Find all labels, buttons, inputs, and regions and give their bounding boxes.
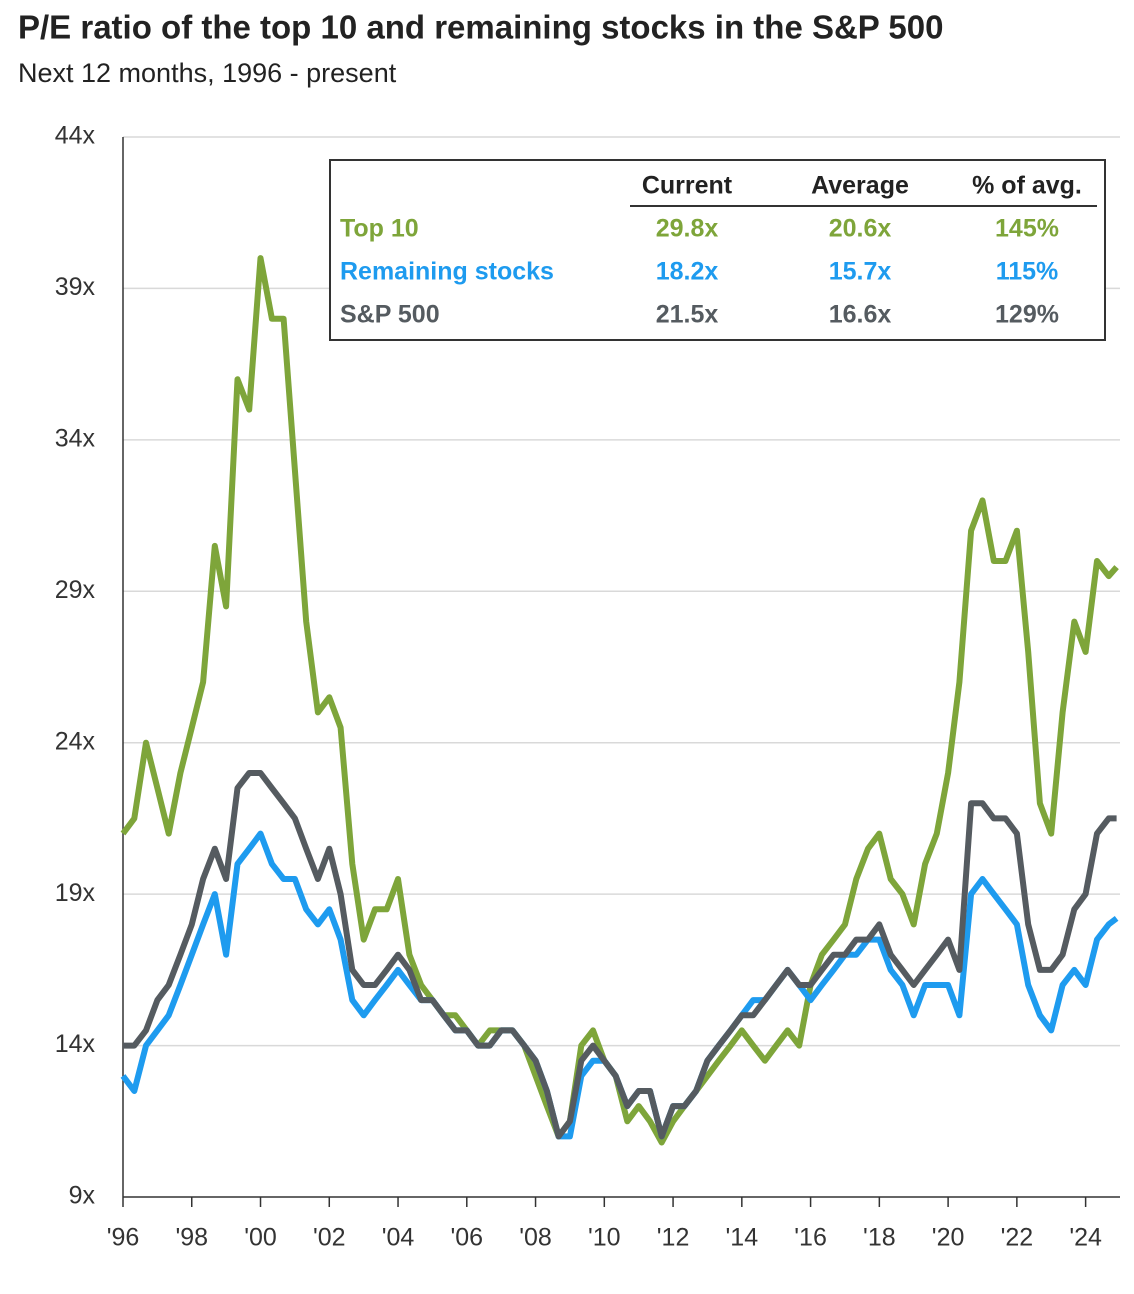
table-cell: 115% <box>996 258 1059 286</box>
table-cell: 21.5x <box>656 301 719 329</box>
x-tick-label: '98 <box>175 1224 208 1252</box>
table-row-label: Top 10 <box>340 215 419 243</box>
table-header: % of avg. <box>972 172 1082 200</box>
x-tick-label: '04 <box>382 1224 415 1252</box>
series-line <box>123 770 1117 1140</box>
table-header: Current <box>642 172 733 200</box>
table-cell: 20.6x <box>829 215 892 243</box>
x-tick-label: '02 <box>313 1224 346 1252</box>
x-tick-label: '20 <box>932 1224 965 1252</box>
x-tick-label: '14 <box>726 1224 759 1252</box>
y-tick-label: 29x <box>55 576 96 604</box>
x-tick-label: '96 <box>107 1224 140 1252</box>
chart-subtitle: Next 12 months, 1996 - present <box>18 58 397 88</box>
x-tick-label: '18 <box>863 1224 896 1252</box>
table-header: Average <box>811 172 909 200</box>
table-cell: 15.7x <box>829 258 892 286</box>
table-box <box>329 159 1106 341</box>
x-tick-label: '10 <box>588 1224 621 1252</box>
y-tick-label: 9x <box>69 1182 96 1210</box>
y-tick-label: 44x <box>55 122 96 150</box>
table-cell: 129% <box>995 301 1059 329</box>
y-tick-label: 34x <box>55 424 96 452</box>
y-tick-label: 19x <box>55 879 96 907</box>
y-tick-label: 14x <box>55 1030 96 1058</box>
table-cell: 16.6x <box>829 301 892 329</box>
table-row-label: S&P 500 <box>340 301 440 329</box>
x-tick-label: '16 <box>794 1224 827 1252</box>
table-cell: 145% <box>995 215 1059 243</box>
x-tick-label: '06 <box>450 1224 483 1252</box>
x-tick-label: '00 <box>244 1224 277 1252</box>
table-row-label: Remaining stocks <box>340 258 554 286</box>
chart-title: P/E ratio of the top 10 and remaining st… <box>18 9 943 46</box>
x-tick-label: '12 <box>657 1224 690 1252</box>
table-cell: 18.2x <box>656 258 719 286</box>
x-tick-label: '24 <box>1069 1224 1102 1252</box>
y-tick-label: 39x <box>55 273 96 301</box>
x-tick-label: '22 <box>1001 1224 1034 1252</box>
table-cell: 29.8x <box>656 215 719 243</box>
series-line <box>120 255 1119 1146</box>
x-tick-label: '08 <box>519 1224 552 1252</box>
y-tick-label: 24x <box>55 727 96 755</box>
